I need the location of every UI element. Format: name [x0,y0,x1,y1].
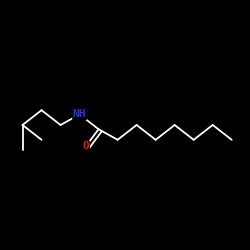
Text: NH: NH [73,110,86,120]
Text: O: O [82,141,89,151]
